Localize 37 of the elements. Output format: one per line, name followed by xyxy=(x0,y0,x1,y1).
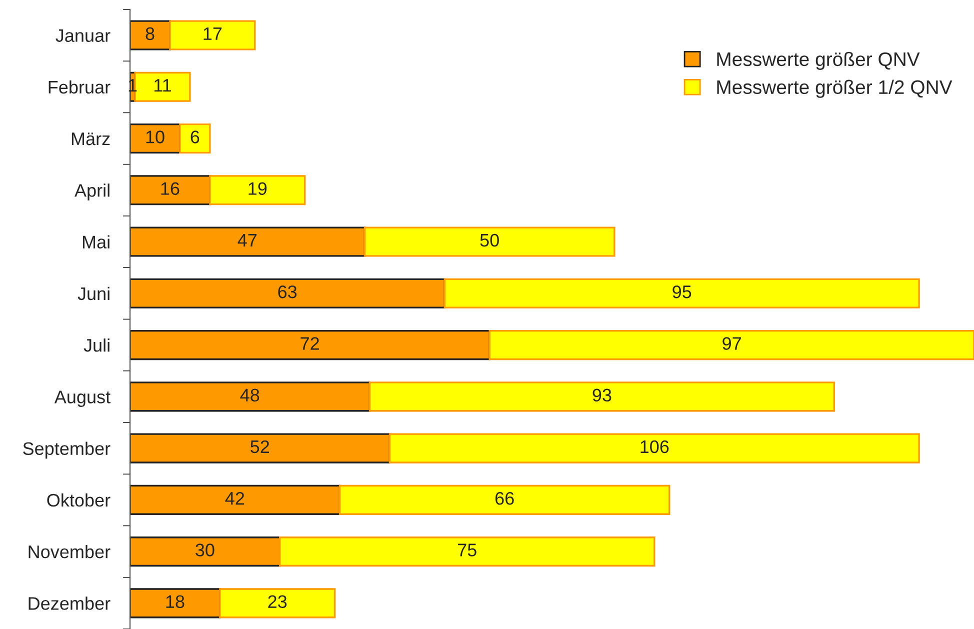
y-tick-label: Juni xyxy=(78,286,110,300)
y-tick-label: August xyxy=(54,390,110,407)
data-label: 97 xyxy=(722,337,741,350)
data-label: 16 xyxy=(161,182,180,195)
y-tick-label: Juli xyxy=(84,338,110,352)
data-label: 6 xyxy=(190,130,200,144)
legend-label: Messwerte größer QNV xyxy=(717,52,920,70)
data-label: 93 xyxy=(592,388,612,402)
y-tick-label: November xyxy=(28,545,110,558)
data-label: 19 xyxy=(248,182,267,195)
data-label: 8 xyxy=(146,27,154,40)
data-label: 17 xyxy=(204,28,222,40)
data-label: 75 xyxy=(458,544,476,556)
y-tick-label: Oktober xyxy=(47,493,110,507)
y-tick-label: April xyxy=(74,184,110,200)
y-tick-label: September xyxy=(23,442,110,459)
data-label: 72 xyxy=(300,337,319,350)
data-label: 23 xyxy=(268,595,287,608)
data-label: 30 xyxy=(196,544,214,556)
data-label: 52 xyxy=(250,440,270,454)
data-label: 10 xyxy=(146,130,164,144)
data-label: 50 xyxy=(480,234,499,247)
y-tick-label: März xyxy=(72,132,110,146)
data-label: 63 xyxy=(278,285,297,298)
data-label: 66 xyxy=(495,492,514,505)
data-label: 42 xyxy=(225,492,244,505)
data-label: 18 xyxy=(166,595,184,608)
data-label: 47 xyxy=(238,234,257,246)
y-tick-label: Januar xyxy=(56,29,110,42)
y-tick-label: Dezember xyxy=(28,596,110,610)
y-tick-label: Mai xyxy=(82,235,110,248)
data-label: 95 xyxy=(672,285,692,298)
data-label: 48 xyxy=(240,388,260,402)
y-tick-label: Februar xyxy=(48,80,110,94)
legend-label: Messwerte größer 1/2 QNV xyxy=(717,80,952,98)
data-label: 11 xyxy=(154,79,171,92)
data-label: 106 xyxy=(640,440,669,454)
